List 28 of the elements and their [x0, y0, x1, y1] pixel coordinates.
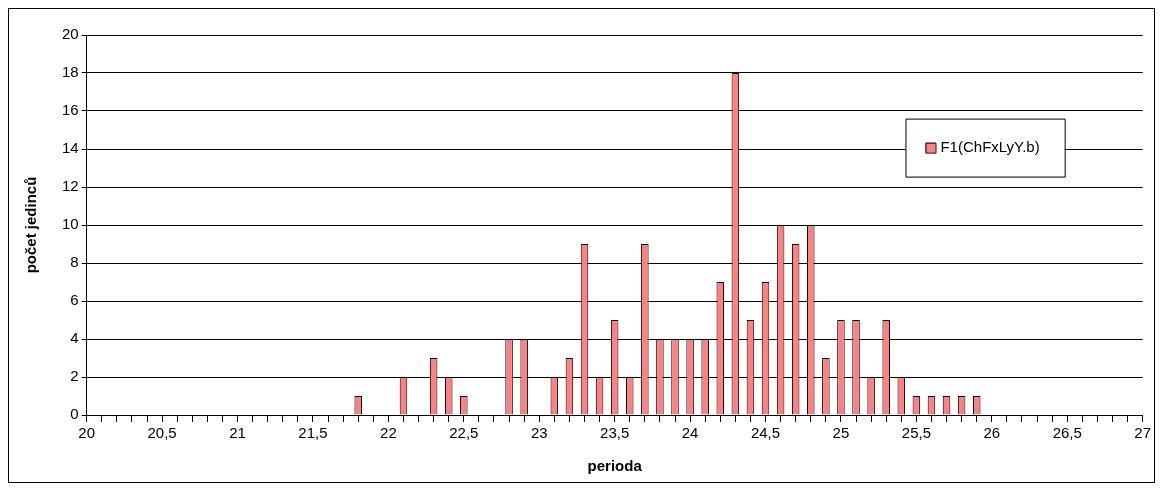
y-tick-label: 8 — [70, 253, 79, 271]
y-tick-label: 20 — [62, 25, 79, 43]
x-tick-label: 21 — [229, 424, 246, 442]
x-tick-label: 25,5 — [901, 424, 931, 442]
x-tick-label: 22 — [380, 424, 397, 442]
x-tick-label: 22,5 — [449, 424, 479, 442]
x-tick-label: 21,5 — [298, 424, 328, 442]
x-tick-label: 24,5 — [750, 424, 781, 442]
legend-label: F1(ChFxLyY.b) — [940, 137, 1040, 155]
y-tick-label: 18 — [62, 63, 79, 81]
x-tick-label: 26,5 — [1052, 424, 1082, 442]
y-tick-label: 12 — [62, 177, 79, 195]
x-tick-label: 26 — [983, 424, 1001, 442]
x-tick-label: 20,5 — [147, 424, 177, 442]
x-tick-label: 24 — [681, 424, 699, 442]
y-tick-label: 0 — [70, 405, 79, 423]
y-tick-label: 14 — [62, 139, 79, 157]
y-tick-label: 2 — [70, 367, 79, 385]
y-tick-label: 6 — [70, 291, 79, 309]
x-tick-label: 23,5 — [600, 424, 630, 442]
y-tick-label: 10 — [62, 215, 79, 233]
x-axis-title: perioda — [587, 457, 643, 475]
x-tick-label: 25 — [832, 424, 850, 442]
x-tick-label: 27 — [1134, 424, 1151, 442]
y-tick-label: 4 — [70, 329, 79, 347]
y-tick-label: 16 — [62, 101, 79, 119]
y-axis-title: počet jedinců — [22, 176, 40, 274]
x-tick-label: 23 — [530, 424, 548, 442]
